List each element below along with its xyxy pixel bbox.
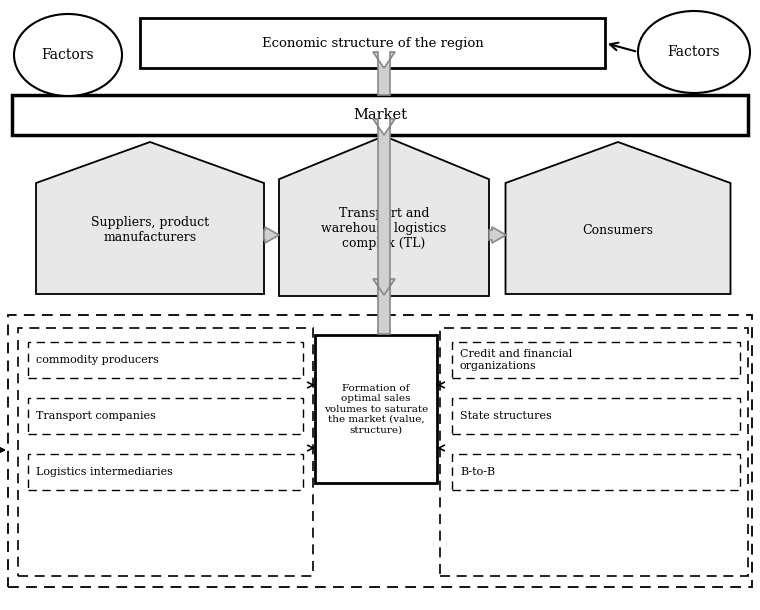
Bar [18,328,313,576]
Ellipse shape [14,14,122,96]
Bar [28,398,303,434]
Text: Credit and financial
organizations: Credit and financial organizations [460,349,572,371]
Text: Factors: Factors [668,45,720,59]
Text: Transport and
warehouse logistics
complex (TL): Transport and warehouse logistics comple… [321,207,447,250]
Polygon shape [279,136,489,296]
Bar [440,328,748,576]
Text: Factors: Factors [42,48,94,62]
Polygon shape [36,142,264,294]
Text: B-to-B: B-to-B [460,467,495,477]
Text: Formation of
optimal sales
volumes to saturate
the market (value,
structure): Formation of optimal sales volumes to sa… [324,384,428,434]
Bar [140,18,605,68]
Bar [452,454,740,490]
Bar [452,342,740,378]
Bar [12,95,748,135]
Text: Market: Market [353,108,407,122]
Text: Suppliers, product
manufacturers: Suppliers, product manufacturers [91,216,209,244]
Text: Consumers: Consumers [582,224,654,237]
Text: Economic structure of the region: Economic structure of the region [261,37,483,49]
Bar [8,315,752,587]
Polygon shape [505,142,730,294]
Text: Transport companies: Transport companies [36,411,156,421]
Polygon shape [264,227,279,243]
Polygon shape [373,52,395,95]
Text: commodity producers: commodity producers [36,355,159,365]
Bar [28,342,303,378]
Text: Logistics intermediaries: Logistics intermediaries [36,467,173,477]
Ellipse shape [638,11,750,93]
Polygon shape [373,119,395,295]
Bar [452,398,740,434]
Text: State structures: State structures [460,411,552,421]
Polygon shape [489,227,506,243]
Bar [315,335,437,483]
Bar [28,454,303,490]
Polygon shape [373,279,395,334]
